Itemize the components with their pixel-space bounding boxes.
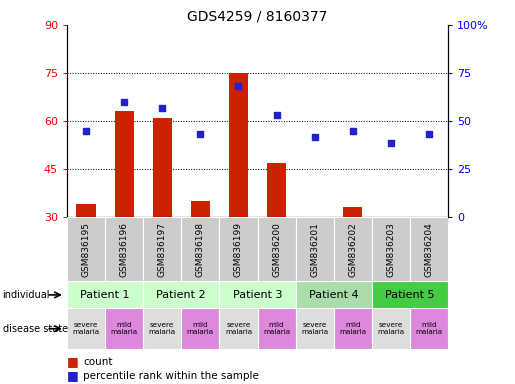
Text: count: count [83,357,113,367]
Bar [153,118,172,217]
Bar [344,207,363,217]
Text: Patient 1: Patient 1 [80,290,130,300]
Bar [372,217,410,282]
Point [234,83,243,89]
Text: Patient 5: Patient 5 [385,290,435,300]
Text: mild
malaria: mild malaria [187,323,214,335]
Bar [67,308,105,349]
Text: disease state: disease state [3,324,67,334]
Title: GDS4259 / 8160377: GDS4259 / 8160377 [187,10,328,24]
Point [387,140,395,146]
Bar [114,111,134,217]
Text: severe
malaria: severe malaria [73,323,99,335]
Point [272,111,281,118]
Text: GSM836201: GSM836201 [310,222,319,277]
Bar [229,73,248,217]
Text: ■: ■ [67,369,79,382]
Text: GSM836195: GSM836195 [81,222,91,277]
Text: GSM836200: GSM836200 [272,222,281,277]
Bar [334,308,372,349]
Text: ■: ■ [67,355,79,368]
Text: severe
malaria: severe malaria [149,323,176,335]
Bar [258,217,296,282]
Text: individual: individual [3,290,50,300]
Bar [143,217,181,282]
Bar [219,308,258,349]
Bar [181,217,219,282]
Point [82,127,90,134]
Bar [67,281,143,309]
Text: mild
malaria: mild malaria [111,323,138,335]
Point [425,131,433,137]
Point [349,127,357,134]
Text: GSM836199: GSM836199 [234,222,243,277]
Text: GSM836202: GSM836202 [348,222,357,277]
Bar [191,201,210,217]
Text: severe
malaria: severe malaria [301,323,328,335]
Bar [67,217,105,282]
Bar [143,281,219,309]
Text: mild
malaria: mild malaria [263,323,290,335]
Text: GSM836196: GSM836196 [119,222,129,277]
Point [120,99,128,105]
Bar [410,217,448,282]
Text: mild
malaria: mild malaria [416,323,442,335]
Bar [219,281,296,309]
Point [311,134,319,140]
Bar [143,308,181,349]
Text: GSM836197: GSM836197 [158,222,167,277]
Text: Patient 2: Patient 2 [157,290,206,300]
Text: severe
malaria: severe malaria [377,323,404,335]
Bar [334,217,372,282]
Bar [105,217,143,282]
Bar [372,308,410,349]
Bar [296,217,334,282]
Bar [410,308,448,349]
Bar [296,281,372,309]
Bar [219,217,258,282]
Bar [76,204,96,217]
Bar [181,308,219,349]
Text: mild
malaria: mild malaria [339,323,366,335]
Text: GSM836204: GSM836204 [424,222,434,277]
Text: GSM836203: GSM836203 [386,222,396,277]
Text: percentile rank within the sample: percentile rank within the sample [83,371,260,381]
Bar [267,162,286,217]
Bar [372,281,448,309]
Text: severe
malaria: severe malaria [225,323,252,335]
Text: Patient 4: Patient 4 [309,290,358,300]
Point [196,131,204,137]
Bar [296,308,334,349]
Text: GSM836198: GSM836198 [196,222,205,277]
Text: Patient 3: Patient 3 [233,290,282,300]
Point [158,105,166,111]
Bar [105,308,143,349]
Bar [258,308,296,349]
